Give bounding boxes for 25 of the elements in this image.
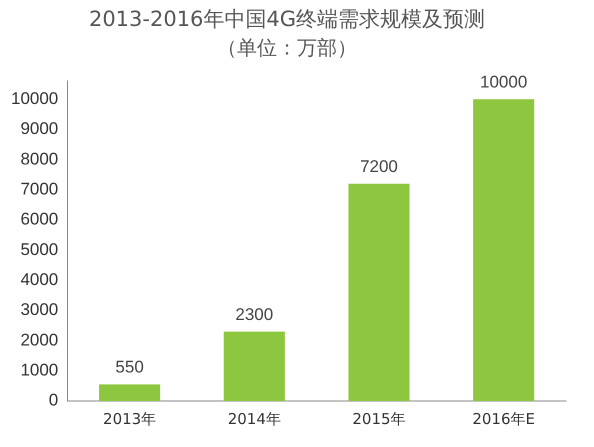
bar bbox=[224, 332, 285, 401]
bar bbox=[473, 99, 534, 401]
x-tick-label: 2016年E bbox=[472, 410, 535, 428]
y-tick-label: 8000 bbox=[20, 149, 58, 168]
y-tick-label: 7000 bbox=[20, 180, 58, 198]
chart-subtitle: （单位：万部） bbox=[217, 35, 357, 60]
y-tick-label: 2000 bbox=[20, 330, 58, 350]
x-tick-label: 2015年 bbox=[352, 410, 406, 428]
data-label: 550 bbox=[115, 358, 144, 377]
data-label: 2300 bbox=[235, 304, 274, 324]
y-tick-label: 0 bbox=[48, 390, 58, 410]
bar bbox=[99, 384, 160, 401]
x-tick-label: 2013年 bbox=[103, 410, 156, 428]
y-tick-label: 5000 bbox=[20, 240, 58, 259]
data-label: 10000 bbox=[480, 72, 528, 92]
bar bbox=[348, 184, 410, 401]
y-tick-label: 9000 bbox=[20, 119, 58, 138]
y-tick-label: 3000 bbox=[20, 300, 58, 320]
data-label: 7200 bbox=[360, 156, 398, 176]
y-tick-label: 6000 bbox=[20, 210, 58, 229]
y-tick-label: 4000 bbox=[20, 270, 58, 290]
y-tick-label: 1000 bbox=[20, 360, 58, 380]
y-tick-label: 10000 bbox=[10, 88, 58, 108]
chart-title: 2013-2016年中国4G终端需求规模及预测 bbox=[88, 7, 486, 32]
x-tick-label: 2014年 bbox=[228, 410, 281, 428]
